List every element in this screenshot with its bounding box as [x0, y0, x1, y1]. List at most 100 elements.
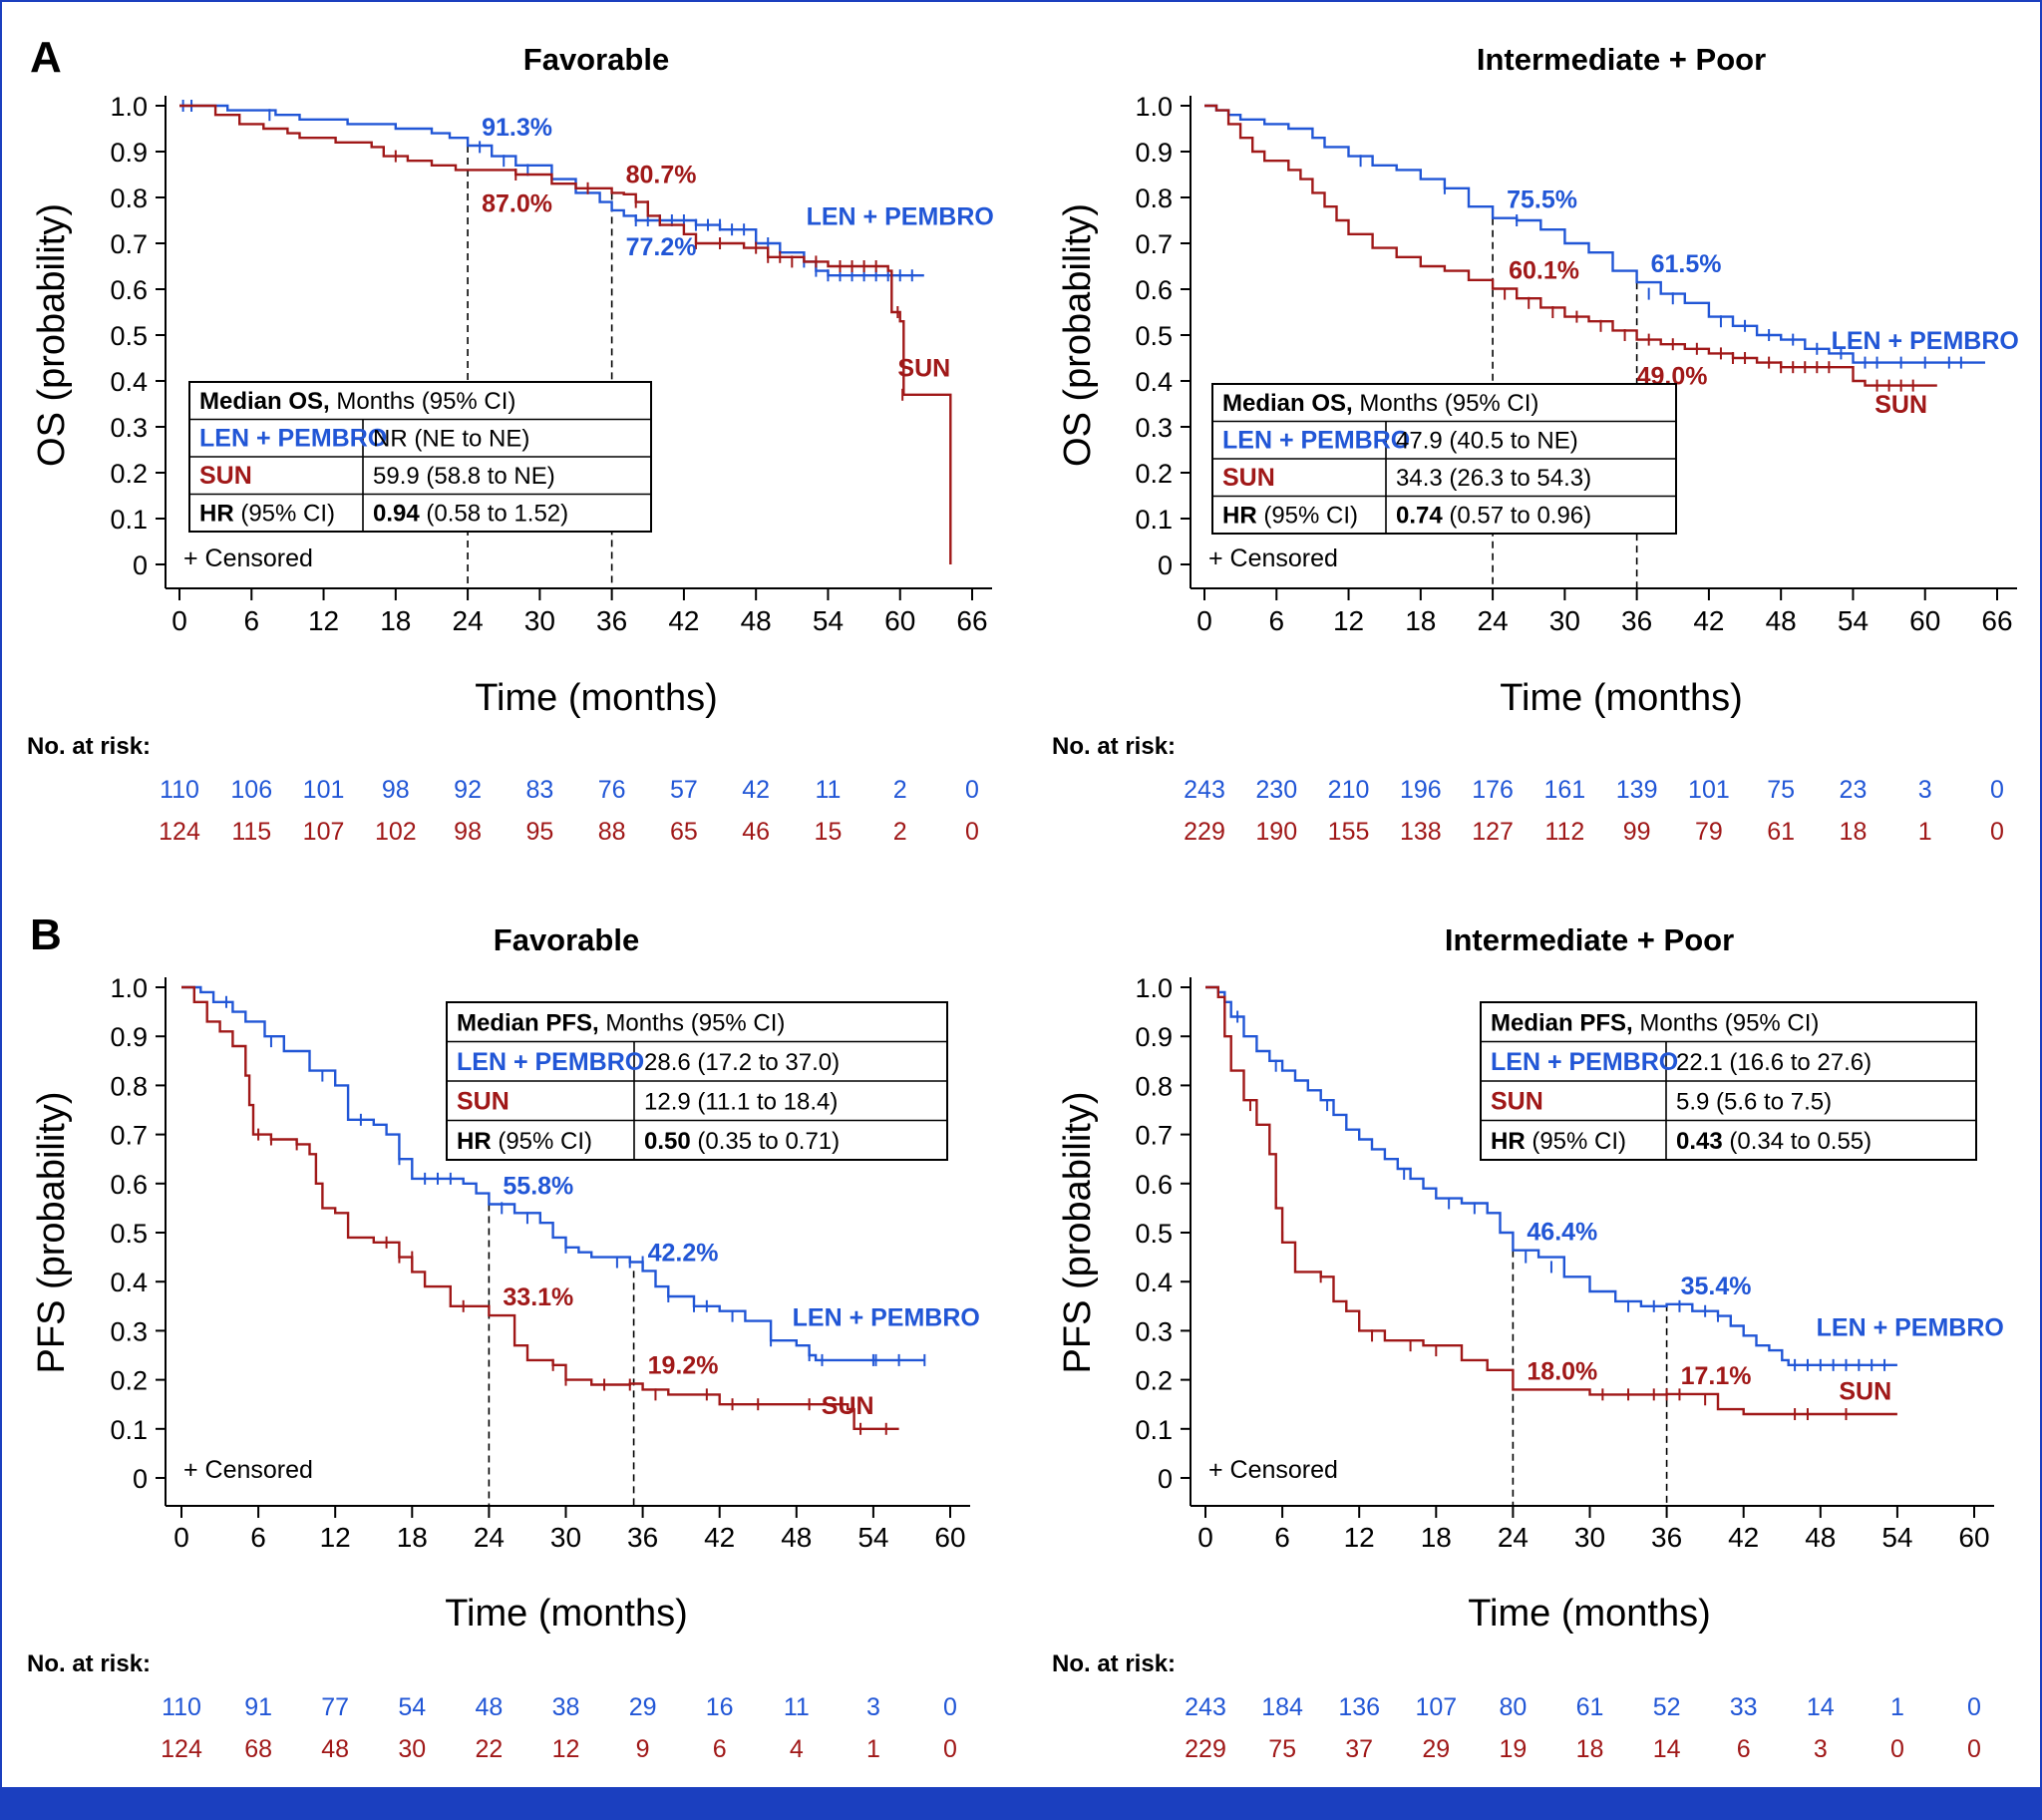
at-risk-len-pembro: 83: [525, 776, 553, 804]
hr-value-bold: 0.74: [1396, 503, 1443, 530]
x-tick-label: 0: [173, 1522, 189, 1553]
at-risk-len-pembro: 243: [1184, 776, 1225, 804]
x-tick-label: 66: [956, 605, 987, 636]
at-risk-sun: 48: [321, 1735, 349, 1763]
hr-label-rest: (95% CI): [1526, 1128, 1626, 1155]
table-arm-label: SUN: [1491, 1087, 1543, 1115]
at-risk-sun: 0: [1967, 1735, 1981, 1763]
at-risk-sun: 1: [866, 1735, 880, 1763]
at-risk-sun: 15: [815, 818, 843, 846]
percent-annotation: 75.5%: [1507, 186, 1577, 214]
censored-legend: + Censored: [183, 1456, 313, 1484]
at-risk-sun: 2: [893, 818, 907, 846]
y-tick-label: 0.6: [110, 275, 148, 305]
table-arm-label: SUN: [199, 462, 252, 490]
censored-legend: + Censored: [1208, 545, 1338, 572]
hr-label-rest: (95% CI): [1257, 503, 1358, 530]
table-arm-value: 59.9 (58.8 to NE): [373, 463, 555, 490]
x-tick-label: 42: [1693, 605, 1724, 636]
x-axis-label: Time (months): [445, 1593, 688, 1635]
x-tick-label: 6: [250, 1522, 266, 1553]
table-arm-label: LEN + PEMBRO: [1222, 427, 1410, 455]
x-tick-label: 18: [1405, 605, 1436, 636]
hr-label-bold: HR: [199, 501, 234, 528]
at-risk-len-pembro: 29: [629, 1693, 657, 1721]
percent-annotation: 61.5%: [1651, 250, 1722, 278]
at-risk-sun: 37: [1345, 1735, 1373, 1763]
at-risk-sun: 68: [244, 1735, 272, 1763]
hr-value-rest: (0.34 to 0.55): [1723, 1128, 1872, 1155]
table-arm-value: 5.9 (5.6 to 7.5): [1676, 1088, 1832, 1115]
hr-label-bold: HR: [1491, 1128, 1526, 1155]
percent-annotation: 55.8%: [503, 1172, 573, 1200]
x-tick-label: 24: [474, 1522, 505, 1553]
x-axis-label: Time (months): [1468, 1593, 1711, 1635]
at-risk-len-pembro: 77: [321, 1693, 349, 1721]
y-tick-label: 1.0: [1135, 92, 1173, 122]
table-hr-label: HR (95% CI): [457, 1128, 592, 1155]
at-risk-sun: 107: [303, 818, 345, 846]
table-arm-label: SUN: [1222, 464, 1275, 492]
table-hr-value: 0.50 (0.35 to 0.71): [644, 1128, 840, 1155]
x-tick-label: 60: [884, 605, 915, 636]
series-label: SUN: [1839, 1377, 1891, 1405]
at-risk-len-pembro: 139: [1616, 776, 1658, 804]
table-arm-value: 34.3 (26.3 to 54.3): [1396, 465, 1591, 492]
y-tick-label: 0.7: [110, 229, 148, 259]
series-label: LEN + PEMBRO: [793, 1303, 980, 1331]
y-tick-label: 0.6: [1135, 1170, 1173, 1200]
at-risk-title: No. at risk:: [27, 1650, 151, 1677]
x-tick-label: 48: [1805, 1522, 1836, 1553]
y-tick-label: 0.9: [110, 138, 148, 168]
y-tick-label: 0.4: [110, 367, 148, 397]
at-risk-sun: 19: [1499, 1735, 1527, 1763]
median-table-header: Median OS, Months (95% CI): [1222, 390, 1538, 417]
at-risk-len-pembro: 107: [1415, 1693, 1457, 1721]
x-tick-label: 24: [1498, 1522, 1529, 1553]
km-curve-sun: [1205, 985, 1897, 1416]
y-axis-label: OS (probability): [31, 203, 73, 467]
km-curve-sun: [1204, 104, 1937, 387]
x-axis-label: Time (months): [475, 677, 718, 719]
at-risk-sun: 12: [552, 1735, 580, 1763]
at-risk-title: No. at risk:: [27, 733, 151, 760]
at-risk-len-pembro: 61: [1576, 1693, 1604, 1721]
y-tick-label: 0.3: [1135, 1316, 1173, 1346]
median-table-header-bold: Median OS,: [199, 388, 330, 415]
y-tick-label: 1.0: [1135, 973, 1173, 1003]
at-risk-sun: 46: [742, 818, 770, 846]
y-tick-label: 0.5: [1135, 1219, 1173, 1249]
at-risk-sun: 0: [1890, 1735, 1904, 1763]
at-risk-len-pembro: 0: [965, 776, 979, 804]
percent-annotation: 33.1%: [503, 1283, 573, 1311]
percent-annotation: 46.4%: [1527, 1219, 1597, 1247]
y-tick-label: 0.6: [1135, 275, 1173, 305]
series-label: LEN + PEMBRO: [1817, 1313, 2004, 1341]
at-risk-len-pembro: 0: [1990, 776, 2004, 804]
y-tick-label: 0.4: [1135, 367, 1173, 397]
at-risk-len-pembro: 52: [1653, 1693, 1681, 1721]
y-tick-label: 0.2: [110, 459, 148, 489]
x-tick-label: 42: [1728, 1522, 1759, 1553]
at-risk-len-pembro: 14: [1807, 1693, 1835, 1721]
km-panel-pfs-intermediate: Intermediate + Poor 0 0.1 0.2 0.3 0.4 0.5 0.6 0.…: [1052, 922, 2004, 1763]
percent-annotation: 17.1%: [1681, 1362, 1752, 1390]
km-panel-os-favorable: Favorable 0 0.1 0.2 0.3 0.4 0.5 0.6 0.7 0.8 0.9 1.0…: [27, 42, 994, 846]
x-tick-label: 54: [1881, 1522, 1912, 1553]
y-tick-label: 0.5: [110, 1219, 148, 1249]
at-risk-len-pembro: 33: [1730, 1693, 1758, 1721]
at-risk-len-pembro: 38: [552, 1693, 580, 1721]
median-table-header-rest: Months (95% CI): [599, 1009, 786, 1036]
at-risk-sun: 124: [159, 818, 200, 846]
at-risk-title: No. at risk:: [1052, 733, 1176, 760]
median-table: Median PFS, Months (95% CI) LEN + PEMBRO2…: [1480, 1001, 1977, 1161]
chart-title: Favorable: [494, 922, 639, 957]
table-arm-label: LEN + PEMBRO: [457, 1048, 644, 1076]
at-risk-sun: 22: [475, 1735, 503, 1763]
y-tick-label: 0: [1158, 1464, 1173, 1494]
at-risk-len-pembro: 0: [1967, 1693, 1981, 1721]
km-panel-pfs-favorable: Favorable 0 0.1 0.2 0.3 0.4 0.5 0.6 0.7 0.8 0.9 1.0…: [27, 922, 980, 1763]
table-hr-label: HR (95% CI): [1491, 1128, 1626, 1155]
at-risk-len-pembro: 1: [1890, 1693, 1904, 1721]
